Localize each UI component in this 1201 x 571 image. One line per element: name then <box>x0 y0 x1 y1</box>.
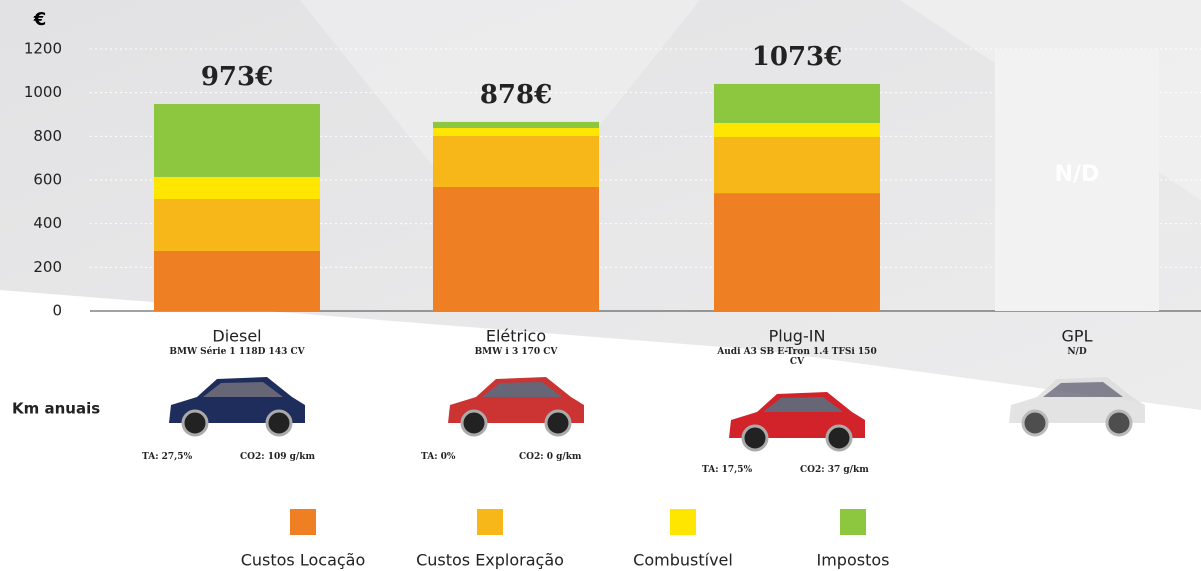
car-window <box>203 382 283 397</box>
car-image <box>169 377 305 437</box>
car-wheel <box>181 409 209 437</box>
car-wheel <box>460 409 488 437</box>
y-tick-label: 1000 <box>24 83 62 101</box>
car-model: N/D <box>1067 347 1087 357</box>
car-window <box>1043 382 1123 397</box>
legend-label: Custos Locação <box>241 551 366 570</box>
legend-swatch <box>840 509 866 535</box>
x-tick-label: Plug-IN <box>769 327 826 346</box>
x-tick-label: GPL <box>1062 327 1093 346</box>
legend-label: Impostos <box>817 551 890 570</box>
legend-swatch <box>290 509 316 535</box>
unavailable-label: N/D <box>1055 162 1100 187</box>
unavailable-box <box>995 49 1159 311</box>
bar-segment <box>154 176 320 199</box>
bar-segment <box>154 104 320 177</box>
y-tick-label: 0 <box>52 302 62 320</box>
x-tick-label: Elétrico <box>486 327 546 346</box>
bar-segment <box>433 128 599 136</box>
co2: CO2: 0 g/km <box>519 452 582 462</box>
legend-label: Combustível <box>633 551 733 570</box>
x-tick-label: Diesel <box>212 327 261 346</box>
car-image <box>1009 377 1145 437</box>
y-tick-label: 400 <box>33 214 62 232</box>
tax-rate: TA: 0% <box>421 452 456 462</box>
car-window <box>763 397 843 412</box>
legend-swatch <box>477 509 503 535</box>
legend-label: Custos Exploração <box>416 551 564 570</box>
car-wheel <box>1021 409 1049 437</box>
bar-segment <box>714 136 880 194</box>
legend-swatch <box>670 509 696 535</box>
y-unit: € <box>33 9 47 30</box>
bar-segment <box>433 186 599 311</box>
tax-rate: TA: 27,5% <box>142 452 193 462</box>
tax-rate: TA: 17,5% <box>702 465 753 475</box>
co2: CO2: 37 g/km <box>800 465 869 475</box>
row-label: Km anuais <box>12 400 100 418</box>
car-model: Audi A3 SB E-Tron 1.4 TFSi 150 CV <box>717 347 877 367</box>
car-wheel <box>265 409 293 437</box>
bar-segment <box>154 198 320 251</box>
car-wheel <box>1105 409 1133 437</box>
car-wheel <box>741 424 769 452</box>
y-tick-label: 800 <box>33 127 62 145</box>
car-wheel <box>544 409 572 437</box>
total-label: 878€ <box>480 80 552 110</box>
bar-segment <box>714 83 880 124</box>
car-window <box>482 382 562 397</box>
y-tick-label: 200 <box>33 258 62 276</box>
y-tick-label: 600 <box>33 171 62 189</box>
bar-segment <box>433 121 599 129</box>
y-tick-label: 1200 <box>24 40 62 58</box>
car-image <box>448 377 584 437</box>
car-image <box>729 392 865 452</box>
co2: CO2: 109 g/km <box>240 452 315 462</box>
bar-segment <box>433 135 599 187</box>
total-label: 1073€ <box>752 42 842 72</box>
car-model: BMW i 3 170 CV <box>474 347 558 357</box>
total-label: 973€ <box>201 62 273 92</box>
car-wheel <box>825 424 853 452</box>
bar-segment <box>714 123 880 137</box>
car-model: BMW Série 1 118D 143 CV <box>169 347 305 357</box>
bar-segment <box>714 193 880 311</box>
bar-segment <box>154 250 320 311</box>
